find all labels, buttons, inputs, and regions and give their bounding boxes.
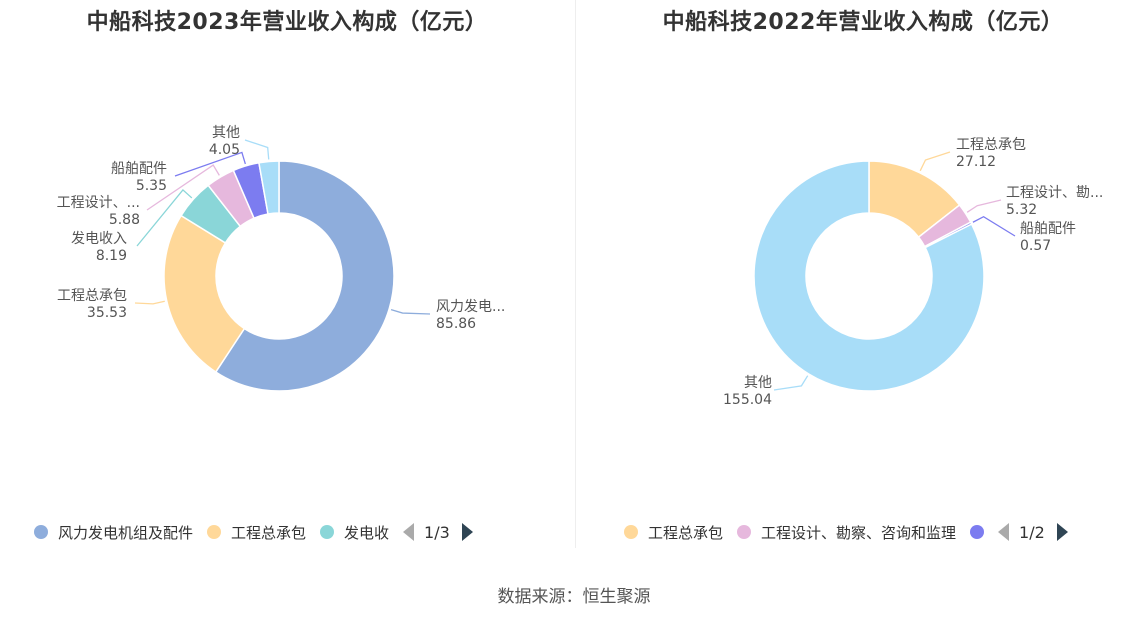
slice-name-label: 发电收入 xyxy=(71,231,127,247)
legend-marker xyxy=(737,525,752,539)
legend-label: 风力发电机组及配件 xyxy=(58,523,194,542)
slice-name-label: 工程设计、勘... xyxy=(1006,185,1103,201)
legend-pager: 1/3 xyxy=(403,523,473,542)
label-leader-line xyxy=(134,300,165,305)
slice-value-label: 4.05 xyxy=(209,142,240,158)
legend-page-indicator: 1/3 xyxy=(424,522,450,542)
legend-prev-arrow-icon[interactable] xyxy=(998,523,1010,541)
slice-value-label: 27.12 xyxy=(956,154,996,170)
label-leader-line xyxy=(136,188,193,247)
label-leader-line xyxy=(919,151,951,172)
chart-panel-2022: 中船科技2022年营业收入构成（亿元） 工程总承包 27.12 工程设计、勘... 5… xyxy=(578,0,1148,560)
legend-item[interactable]: 工程总承包 xyxy=(624,522,723,543)
legend-marker xyxy=(624,525,638,539)
data-source: 数据来源：恒生聚源 xyxy=(497,587,651,607)
pie-slice[interactable] xyxy=(163,214,246,374)
slice-name-label: 风力发电... xyxy=(436,299,505,315)
legend-prev-arrow-icon[interactable] xyxy=(403,523,415,541)
chart-title: 中船科技2022年营业收入构成（亿元） xyxy=(662,10,1064,35)
legend-label: 工程总承包 xyxy=(231,523,307,542)
panel-divider xyxy=(575,0,576,548)
chart-panel-2023: 中船科技2023年营业收入构成（亿元） 风力发电... 85.86 工程总承包 35.… xyxy=(0,0,574,560)
slice-name-label: 其他 xyxy=(212,125,240,141)
pie-slice[interactable] xyxy=(214,160,395,392)
slice-value-label: 85.86 xyxy=(436,316,476,332)
slice-value-label: 5.35 xyxy=(136,178,167,194)
label-leader-line xyxy=(773,375,809,391)
legend-item[interactable]: 工程总承包 xyxy=(207,522,306,543)
legend-label: 工程总承包 xyxy=(648,523,724,542)
chart-legend: 风力发电机组及配件 工程总承包 发电收 1/3 xyxy=(34,518,473,546)
label-leader-line xyxy=(390,308,431,315)
chart-legend: 工程总承包 工程设计、勘察、咨询和监理 1/2 xyxy=(624,518,1068,546)
label-leader-line xyxy=(174,151,246,177)
legend-item[interactable]: 发电收 xyxy=(320,522,389,543)
legend-item[interactable] xyxy=(970,525,985,539)
pie-slice[interactable] xyxy=(258,160,280,215)
legend-marker xyxy=(970,525,985,539)
slice-name-label: 船舶配件 xyxy=(111,161,167,177)
slice-value-label: 155.04 xyxy=(723,392,772,408)
slice-value-label: 5.88 xyxy=(109,212,140,228)
pie-slice[interactable] xyxy=(753,160,985,392)
chart-title: 中船科技2023年营业收入构成（亿元） xyxy=(86,10,488,35)
legend-label: 发电收 xyxy=(344,523,390,542)
legend-label: 工程设计、勘察、咨询和监理 xyxy=(761,523,957,542)
legend-next-arrow-icon[interactable] xyxy=(461,523,473,541)
legend-marker xyxy=(320,525,335,539)
label-leader-line xyxy=(972,215,1016,237)
slice-value-label: 5.32 xyxy=(1006,202,1037,218)
slice-name-label: 工程总承包 xyxy=(956,137,1026,153)
slice-name-label: 其他 xyxy=(744,375,772,391)
slice-value-label: 0.57 xyxy=(1020,238,1051,254)
label-leader-line xyxy=(146,164,220,211)
legend-pager: 1/2 xyxy=(998,523,1068,542)
slice-value-label: 35.53 xyxy=(87,305,127,321)
legend-item[interactable]: 风力发电机组及配件 xyxy=(34,522,193,543)
slice-name-label: 船舶配件 xyxy=(1020,221,1076,237)
slice-value-label: 8.19 xyxy=(96,248,127,264)
slice-name-label: 工程设计、... xyxy=(57,195,140,211)
label-leader-line xyxy=(244,139,270,160)
legend-page-indicator: 1/2 xyxy=(1019,522,1045,542)
slice-name-label: 工程总承包 xyxy=(57,288,127,304)
legend-item[interactable]: 工程设计、勘察、咨询和监理 xyxy=(737,522,956,543)
label-leader-line xyxy=(966,199,1002,213)
legend-next-arrow-icon[interactable] xyxy=(1056,523,1068,541)
legend-marker xyxy=(34,525,48,539)
legend-marker xyxy=(207,525,222,539)
